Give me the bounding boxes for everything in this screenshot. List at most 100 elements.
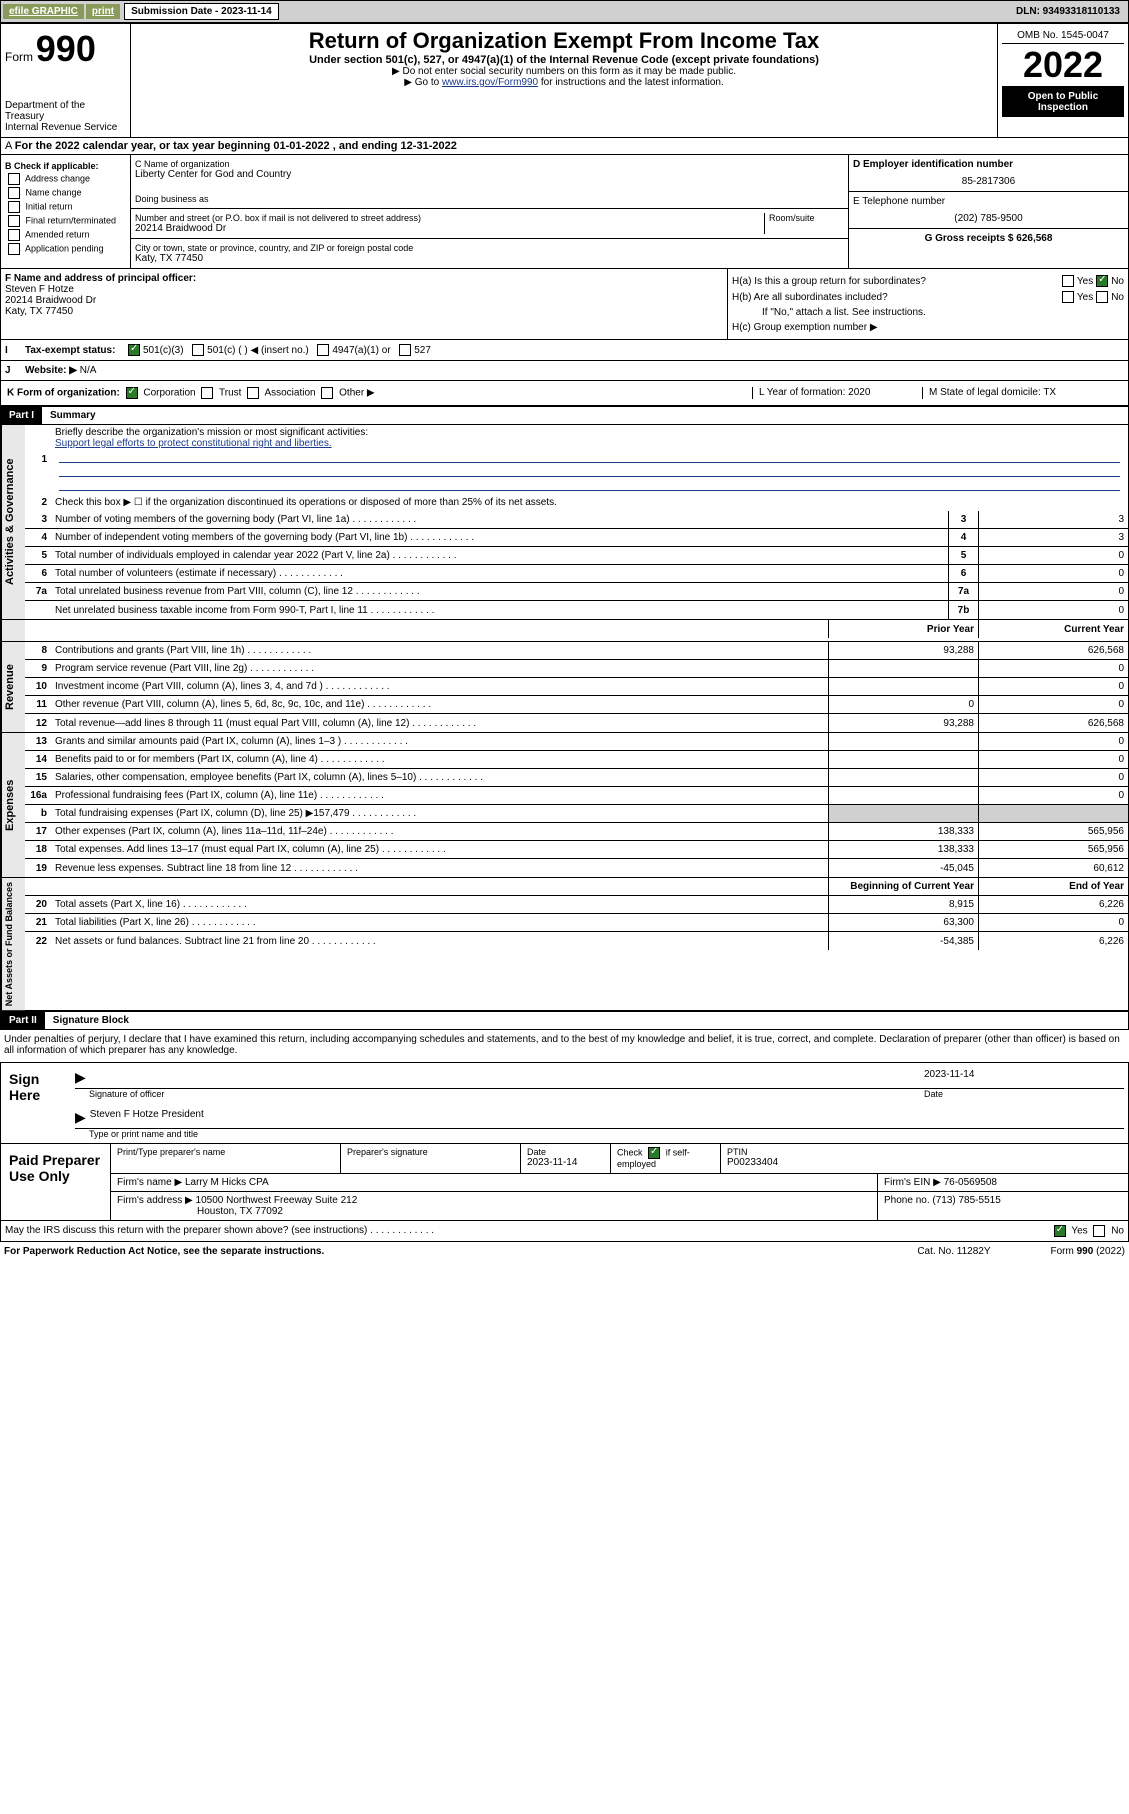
summary-row: 11Other revenue (Part VIII, column (A), … (25, 696, 1128, 714)
firm-name: Larry M Hicks CPA (185, 1177, 269, 1188)
opt-4947: 4947(a)(1) or (332, 345, 390, 356)
city-label: City or town, state or province, country… (135, 243, 844, 253)
efile-link[interactable]: efile GRAPHIC (3, 4, 84, 19)
hb-yes: Yes (1077, 292, 1093, 303)
preparer-block: Paid Preparer Use Only Print/Type prepar… (0, 1144, 1129, 1221)
check-self-employed[interactable] (648, 1147, 660, 1159)
website-row: J Website: ▶ N/A (0, 361, 1129, 381)
form-title: Return of Organization Exempt From Incom… (135, 28, 993, 54)
check-501c[interactable] (192, 344, 204, 356)
check-501c3[interactable] (128, 344, 140, 356)
paperwork-notice: For Paperwork Reduction Act Notice, see … (4, 1246, 324, 1257)
ptin-label: PTIN (727, 1147, 1122, 1157)
summary-row: 4Number of independent voting members of… (25, 529, 1128, 547)
prior-year-header: Prior Year (828, 620, 978, 638)
check-corp[interactable] (126, 387, 138, 399)
hb-yes-check[interactable] (1062, 291, 1074, 303)
check-4947[interactable] (317, 344, 329, 356)
form-footer: Form 990 (2022) (1051, 1246, 1125, 1257)
top-bar: efile GRAPHIC print Submission Date - 20… (0, 0, 1129, 23)
part1-title: Summary (42, 407, 104, 424)
check-address[interactable]: Address change (5, 173, 126, 185)
ha-no-check[interactable] (1096, 275, 1108, 287)
revenue-label: Revenue (1, 642, 25, 732)
check-initial[interactable]: Initial return (5, 201, 126, 213)
period-row: A For the 2022 calendar year, or tax yea… (0, 138, 1129, 155)
irs-label: Internal Revenue Service (5, 122, 126, 133)
twocol-header: Prior Year Current Year (0, 620, 1129, 642)
dept-label: Department of the Treasury (5, 100, 126, 122)
opt-other: Other ▶ (339, 388, 374, 399)
summary-row: 15Salaries, other compensation, employee… (25, 769, 1128, 787)
m-state: M State of legal domicile: TX (922, 387, 1122, 399)
box-d: D Employer identification number 85-2817… (848, 155, 1128, 268)
officer-row: F Name and address of principal officer:… (0, 269, 1129, 340)
opt-corp: Corporation (143, 388, 195, 399)
summary-row: 6Total number of volunteers (estimate if… (25, 565, 1128, 583)
discuss-yes-check[interactable] (1054, 1225, 1066, 1237)
irs-link[interactable]: www.irs.gov/Form990 (442, 77, 538, 88)
hb-no-check[interactable] (1096, 291, 1108, 303)
form-label: Form (5, 50, 33, 64)
officer-addr1: 20214 Braidwood Dr (5, 295, 723, 306)
arrow-icon: ▶ (75, 1109, 86, 1126)
check-assoc[interactable] (247, 387, 259, 399)
summary-row: 22Net assets or fund balances. Subtract … (25, 932, 1128, 950)
sign-block: Sign Here ▶ 2023-11-14 Signature of offi… (0, 1062, 1129, 1144)
opt-assoc: Association (264, 388, 315, 399)
submission-date: Submission Date - 2023-11-14 (124, 3, 279, 20)
declaration-text: Under penalties of perjury, I declare th… (0, 1030, 1129, 1060)
tax-year: 2022 (1002, 44, 1124, 87)
check-final[interactable]: Final return/terminated (5, 215, 126, 227)
sign-date: 2023-11-14 (924, 1069, 1124, 1086)
check-amended[interactable]: Amended return (5, 229, 126, 241)
revenue-block: Revenue 8Contributions and grants (Part … (0, 642, 1129, 733)
prep-date: 2023-11-14 (527, 1157, 604, 1168)
opt-trust: Trust (219, 388, 241, 399)
prep-date-label: Date (527, 1147, 604, 1157)
firm-addr2: Houston, TX 77092 (197, 1206, 871, 1217)
ptin-value: P00233404 (727, 1157, 1122, 1168)
governance-block: Activities & Governance 1 Briefly descri… (0, 425, 1129, 620)
ha-no: No (1111, 276, 1124, 287)
summary-row: 21Total liabilities (Part X, line 26)63,… (25, 914, 1128, 932)
summary-row: Net unrelated business taxable income fr… (25, 601, 1128, 619)
firm-addr-label: Firm's address ▶ (117, 1195, 193, 1206)
check-self-label: Check (617, 1148, 645, 1158)
firm-phone: Phone no. (713) 785-5515 (878, 1192, 1128, 1220)
box-b: B Check if applicable: Address change Na… (1, 155, 131, 268)
addr-label: Number and street (or P.O. box if mail i… (135, 213, 764, 223)
hb-note: If "No," attach a list. See instructions… (732, 305, 1124, 320)
summary-row: 18Total expenses. Add lines 13–17 (must … (25, 841, 1128, 859)
ha-yes-check[interactable] (1062, 275, 1074, 287)
print-link[interactable]: print (86, 4, 120, 19)
check-pending[interactable]: Application pending (5, 243, 126, 255)
check-name[interactable]: Name change (5, 187, 126, 199)
ein-label: D Employer identification number (853, 159, 1124, 170)
arrow-icon: ▶ (75, 1069, 86, 1086)
summary-row: 7aTotal unrelated business revenue from … (25, 583, 1128, 601)
current-year-header: Current Year (978, 620, 1128, 638)
form-header: Form 990 Department of the Treasury Inte… (0, 23, 1129, 138)
dln: DLN: 93493318110133 (1010, 4, 1126, 19)
summary-row: bTotal fundraising expenses (Part IX, co… (25, 805, 1128, 823)
box-b-label: B Check if applicable: (5, 161, 126, 171)
q2-text: Check this box ▶ ☐ if the organization d… (51, 495, 1128, 510)
summary-row: 10Investment income (Part VIII, column (… (25, 678, 1128, 696)
firm-name-label: Firm's name ▶ (117, 1177, 182, 1188)
note2-pre: ▶ Go to (404, 77, 442, 88)
check-527[interactable] (399, 344, 411, 356)
check-other[interactable] (321, 387, 333, 399)
footer-row: For Paperwork Reduction Act Notice, see … (0, 1242, 1129, 1261)
part2-header: Part II Signature Block (0, 1011, 1129, 1030)
prep-sig-label: Preparer's signature (347, 1147, 514, 1157)
summary-row: 13Grants and similar amounts paid (Part … (25, 733, 1128, 751)
officer-printed-name: Steven F Hotze President (90, 1109, 204, 1126)
room-label: Room/suite (769, 213, 844, 223)
firm-addr1: 10500 Northwest Freeway Suite 212 (196, 1195, 358, 1206)
date-label: Date (924, 1089, 1124, 1099)
check-trust[interactable] (201, 387, 213, 399)
discuss-no-check[interactable] (1093, 1225, 1105, 1237)
firm-ein: Firm's EIN ▶ 76-0569508 (878, 1174, 1128, 1191)
netassets-label: Net Assets or Fund Balances (1, 878, 25, 1010)
